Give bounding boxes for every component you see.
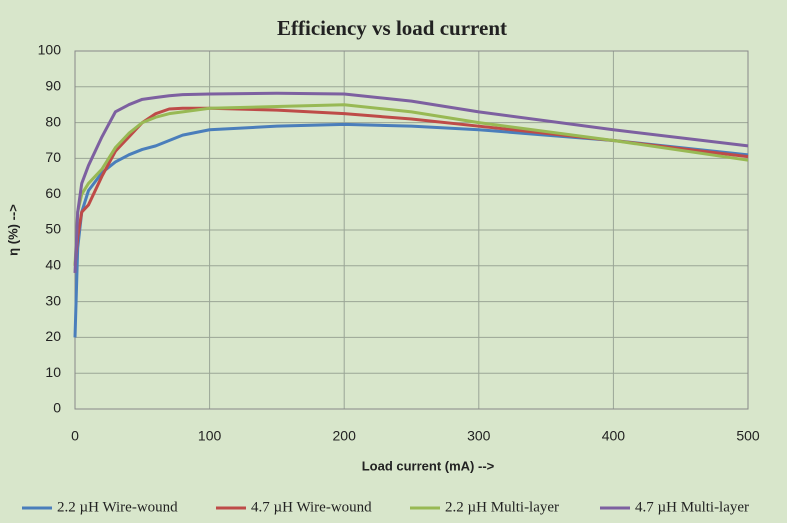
x-tick-label: 0 [71, 428, 79, 444]
y-tick-label: 70 [45, 149, 61, 165]
y-tick-label: 0 [53, 400, 61, 416]
y-axis-label: η (%) --> [5, 204, 20, 256]
legend-label: 4.7 µH Multi-layer [635, 499, 749, 515]
x-tick-label: 200 [333, 428, 357, 444]
legend-label: 2.2 µH Multi-layer [445, 499, 559, 515]
x-tick-label: 400 [602, 428, 626, 444]
y-tick-label: 60 [45, 185, 61, 201]
y-tick-label: 40 [45, 257, 61, 273]
y-tick-label: 80 [45, 113, 61, 129]
y-tick-label: 30 [45, 292, 61, 308]
series-line [73, 122, 749, 338]
chart-title: Efficiency vs load current [277, 16, 507, 40]
x-axis-label: Load current (mA) --> [362, 458, 495, 473]
series-line [73, 91, 749, 274]
x-tick-label: 100 [198, 428, 222, 444]
y-tick-label: 20 [45, 328, 61, 344]
plot-border [74, 50, 749, 410]
x-tick-label: 500 [736, 428, 760, 444]
y-tick-label: 100 [38, 42, 62, 58]
y-tick-label: 50 [45, 221, 61, 237]
legend-label: 2.2 µH Wire-wound [57, 499, 178, 515]
legend-label: 4.7 µH Wire-wound [251, 499, 372, 515]
series-line [73, 106, 749, 266]
series-line [73, 103, 749, 266]
x-tick-label: 300 [467, 428, 491, 444]
y-tick-label: 10 [45, 364, 61, 380]
y-tick-label: 90 [45, 78, 61, 94]
